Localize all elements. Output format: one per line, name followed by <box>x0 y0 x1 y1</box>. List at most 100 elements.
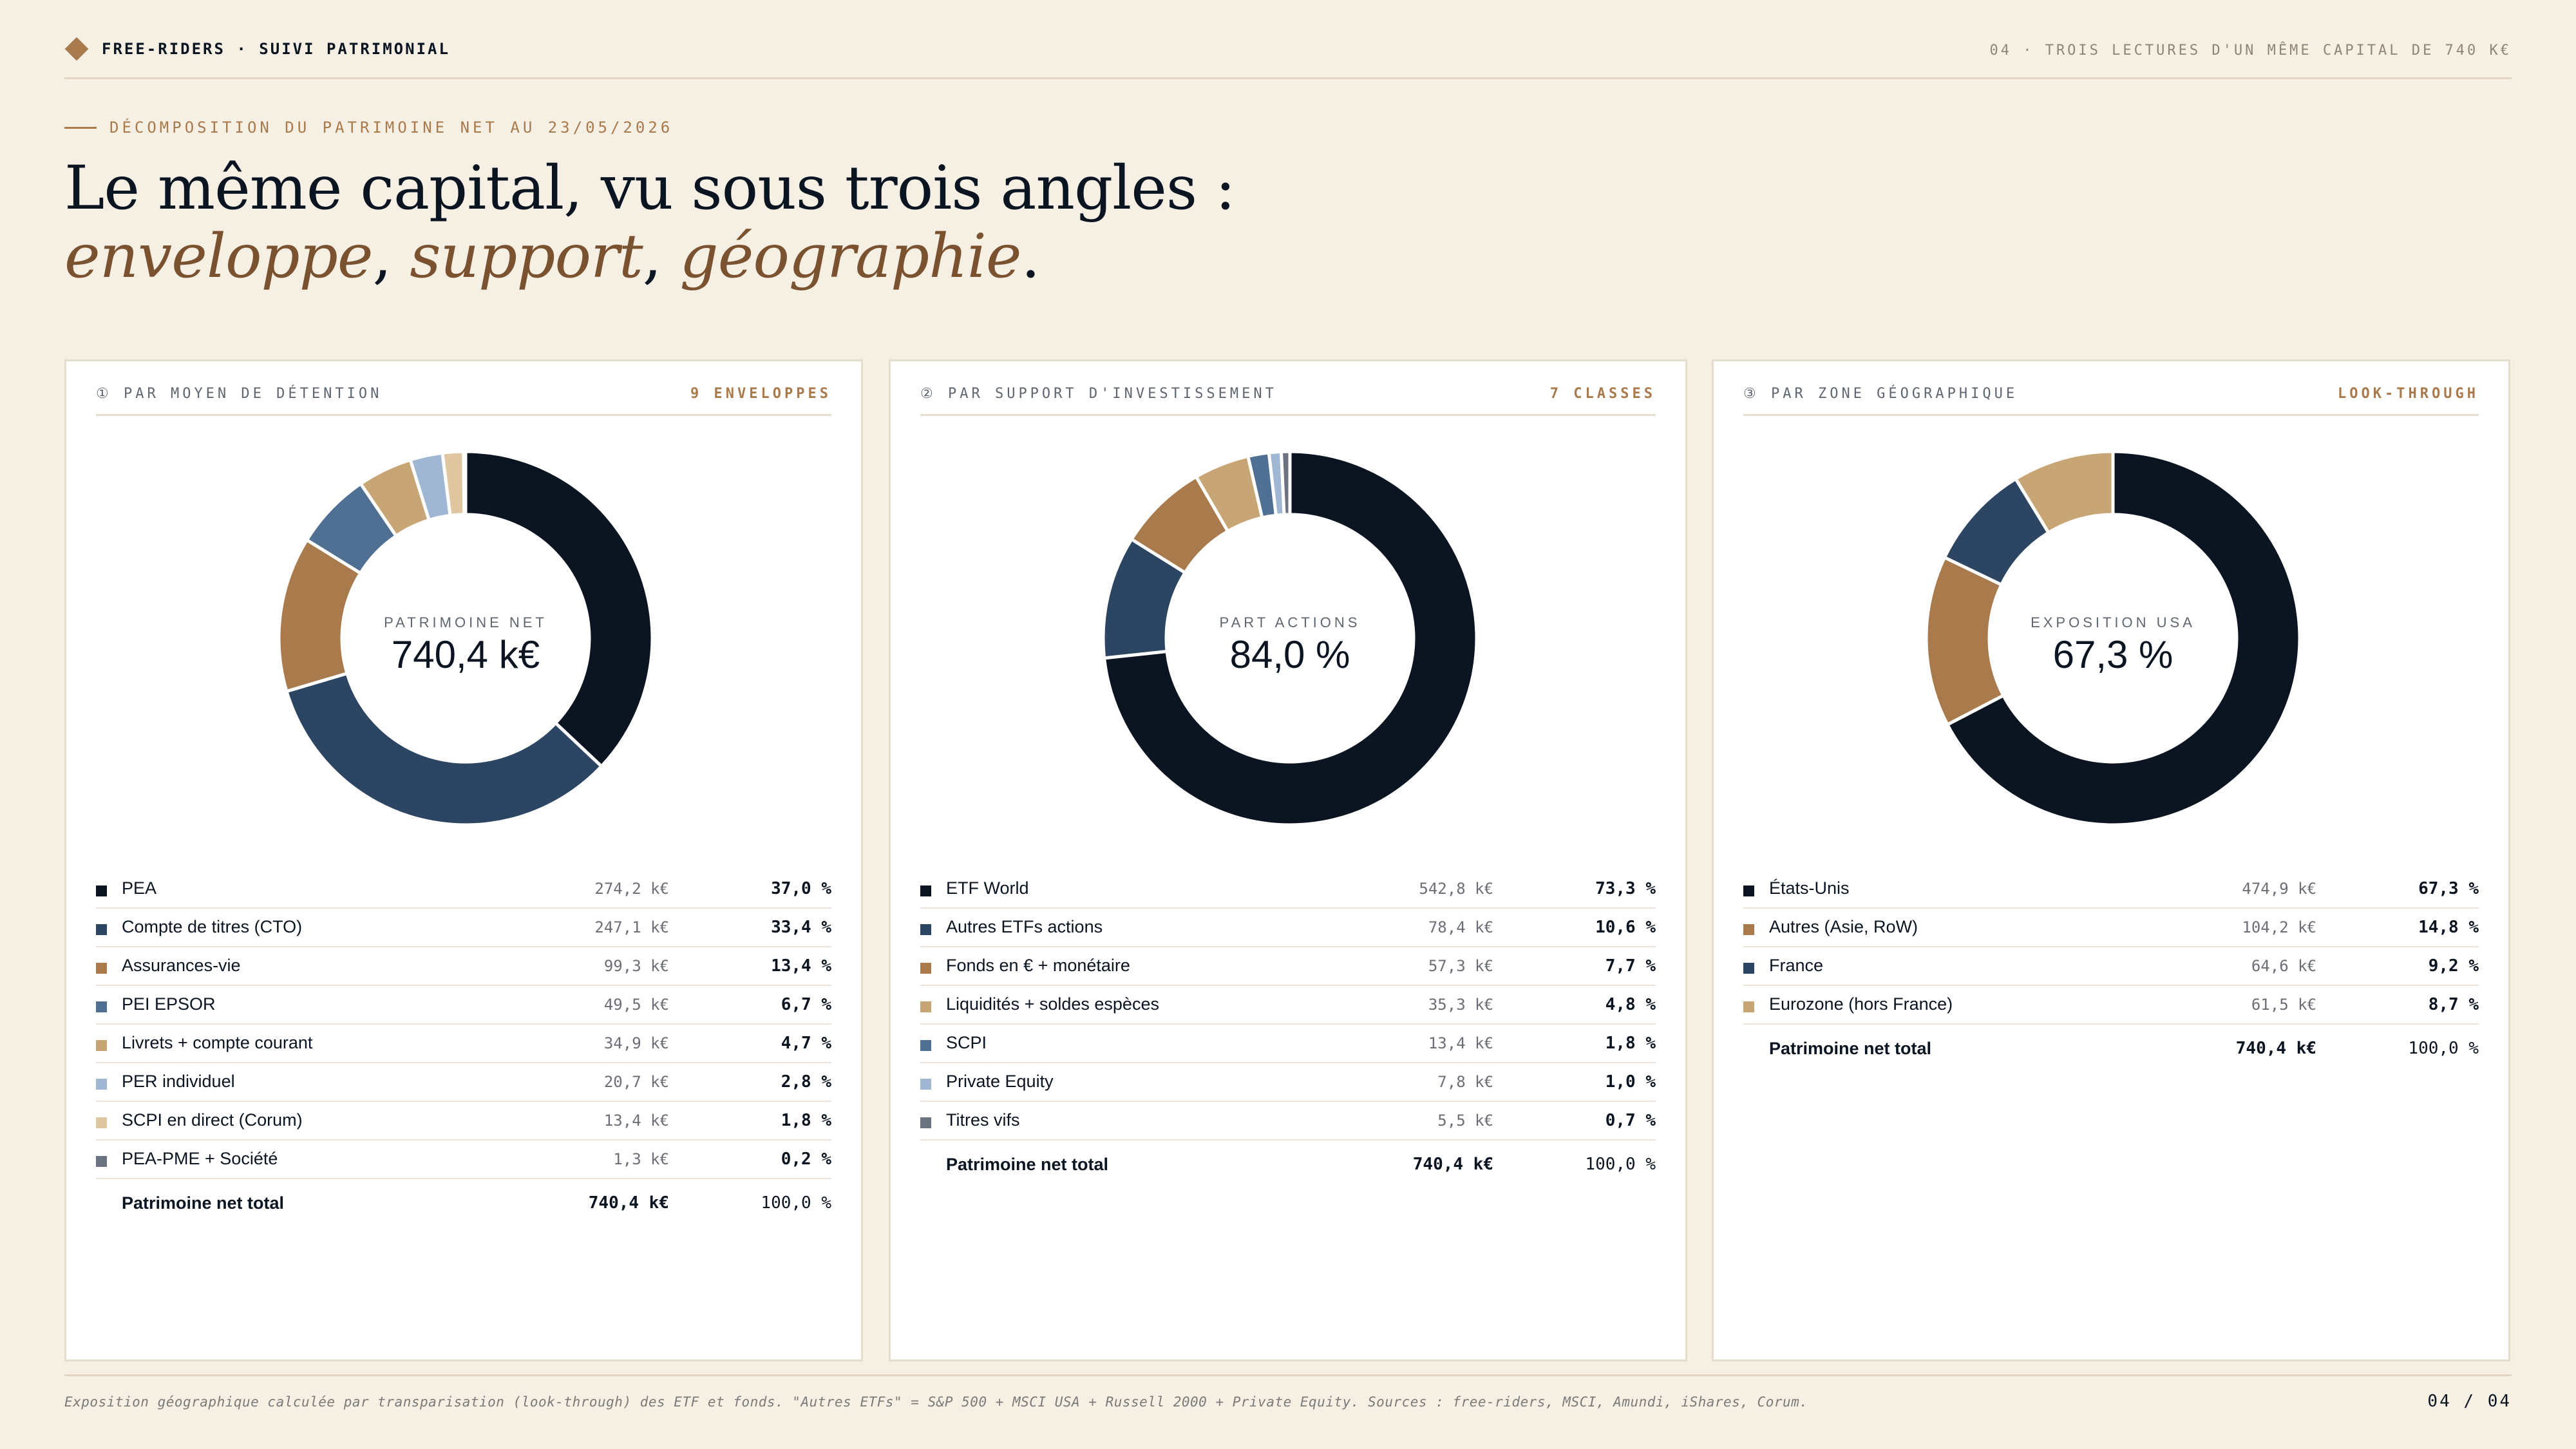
legend-swatch <box>920 886 931 896</box>
legend-label: Eurozone (hors France) <box>1769 994 1953 1014</box>
total-percent: 100,0 % <box>2408 1039 2479 1058</box>
legend-value: 274,2 k€ <box>594 880 669 898</box>
legend-label: Private Equity <box>946 1072 1054 1091</box>
legend-value: 78,4 k€ <box>1428 918 1493 936</box>
section-label-text: DÉCOMPOSITION DU PATRIMOINE NET AU 23/05… <box>109 118 674 137</box>
panel-header: ③ PAR ZONE GÉOGRAPHIQUE LOOK-THROUGH <box>1743 386 2479 416</box>
legend-label: Assurances-vie <box>122 956 241 975</box>
legend-value: 64,6 k€ <box>2251 957 2316 975</box>
total-percent: 100,0 % <box>761 1193 831 1213</box>
donut-center-label: PART ACTIONS <box>1220 614 1361 630</box>
donut-slice <box>1279 450 1292 516</box>
title-sep-1: , <box>372 222 410 292</box>
legend-swatch <box>920 1001 931 1012</box>
title-end: . <box>1021 222 1040 292</box>
legend-label: Compte de titres (CTO) <box>122 917 303 936</box>
total-label: Patrimoine net total <box>1769 1039 1932 1058</box>
legend-swatch <box>920 924 931 935</box>
legend-swatch <box>1743 886 1754 896</box>
legend-row: Eurozone (hors France) 61,5 k€ 8,7 % <box>1743 986 2479 1025</box>
donut-center-label: EXPOSITION USA <box>2031 614 2195 630</box>
panel-geography: ③ PAR ZONE GÉOGRAPHIQUE LOOK-THROUGH EXPOS… <box>1712 359 2510 1361</box>
legend-row: PEA-PME + Société 1,3 k€ 0,2 % <box>96 1141 831 1179</box>
legend-percent: 1,8 % <box>1605 1034 1656 1053</box>
legend-label: Autres (Asie, RoW) <box>1769 917 1918 936</box>
legend-row: ETF World 542,8 k€ 73,3 % <box>920 870 1656 909</box>
legend-swatch <box>1743 963 1754 974</box>
legend-total-row: Patrimoine net total 740,4 k€ 100,0 % <box>1743 1025 2479 1067</box>
legend-percent: 14,8 % <box>2418 918 2479 937</box>
donut-slice <box>1924 555 2006 727</box>
legend-percent: 33,4 % <box>771 918 831 937</box>
page-number: 04 / 04 <box>2427 1392 2512 1411</box>
donut-center-value: 84,0 % <box>1230 633 1350 676</box>
legend-value: 49,5 k€ <box>603 996 669 1014</box>
title-line-1: Le même capital, vu sous trois angles : <box>64 153 1236 223</box>
legend-label: SCPI en direct (Corum) <box>122 1110 303 1130</box>
footer: Exposition géographique calculée par tra… <box>64 1374 2512 1411</box>
legend-row: Autres (Asie, RoW) 104,2 k€ 14,8 % <box>1743 909 2479 947</box>
legend-percent: 37,0 % <box>771 879 831 898</box>
donut-slice <box>284 671 604 827</box>
legend-row: SCPI en direct (Corum) 13,4 k€ 1,8 % <box>96 1102 831 1141</box>
donut-slice <box>1102 450 1479 827</box>
legend-row: Livrets + compte courant 34,9 k€ 4,7 % <box>96 1025 831 1063</box>
panel-count: 7 CLASSES <box>1549 386 1656 402</box>
total-value: 740,4 k€ <box>2235 1039 2316 1058</box>
donut-center-label: PATRIMOINE NET <box>384 614 547 630</box>
legend-swatch <box>96 924 107 935</box>
panel-asset-class: ② PAR SUPPORT D'INVESTISSEMENT 7 CLASSES P… <box>889 359 1687 1361</box>
legend-swatch <box>96 1117 107 1128</box>
total-percent: 100,0 % <box>1585 1155 1656 1174</box>
legend-swatch <box>920 1117 931 1128</box>
legend-row: Fonds en € + monétaire 57,3 k€ 7,7 % <box>920 947 1656 986</box>
footnote: Exposition géographique calculée par tra… <box>64 1394 1808 1410</box>
legend-value: 7,8 k€ <box>1437 1073 1493 1091</box>
legend-swatch <box>1743 1001 1754 1012</box>
legend-row: Private Equity 7,8 k€ 1,0 % <box>920 1063 1656 1102</box>
panel-count: LOOK-THROUGH <box>2338 386 2479 402</box>
panel-title: ③ PAR ZONE GÉOGRAPHIQUE <box>1743 386 2018 402</box>
legend-value: 57,3 k€ <box>1428 957 1493 975</box>
legend-percent: 6,7 % <box>781 995 831 1014</box>
legend-value: 34,9 k€ <box>603 1034 669 1052</box>
donut-slice <box>462 450 468 516</box>
title-sep-2: , <box>642 222 680 292</box>
total-label: Patrimoine net total <box>122 1193 285 1213</box>
legend-row: Compte de titres (CTO) 247,1 k€ 33,4 % <box>96 909 831 947</box>
donut-center-value: 740,4 k€ <box>392 633 540 676</box>
legend-percent: 73,3 % <box>1595 879 1656 898</box>
total-value: 740,4 k€ <box>588 1193 669 1213</box>
diamond-logo-icon <box>64 37 89 61</box>
legend-swatch <box>920 963 931 974</box>
legend-row: États-Unis 474,9 k€ 67,3 % <box>1743 870 2479 909</box>
legend-value: 247,1 k€ <box>594 918 669 936</box>
legend-label: États-Unis <box>1769 878 1850 898</box>
legend-row: PER individuel 20,7 k€ 2,8 % <box>96 1063 831 1102</box>
legend-value: 35,3 k€ <box>1428 996 1493 1014</box>
legend-swatch <box>96 963 107 974</box>
panel-holding-type: ① PAR MOYEN DE DÉTENTION 9 ENVELOPPES PATR… <box>64 359 863 1361</box>
legend-row: France 64,6 k€ 9,2 % <box>1743 947 2479 986</box>
legend-table: États-Unis 474,9 k€ 67,3 % Autres (Asie, Ro… <box>1743 870 2479 1067</box>
panel-title: ② PAR SUPPORT D'INVESTISSEMENT <box>920 386 1277 402</box>
legend-swatch <box>96 1001 107 1012</box>
legend-table: ETF World 542,8 k€ 73,3 % Autres ETFs actio… <box>920 870 1656 1183</box>
legend-value: 542,8 k€ <box>1419 880 1493 898</box>
legend-percent: 10,6 % <box>1595 918 1656 937</box>
donut-chart: PATRIMOINE NET 740,4 k€ <box>277 450 654 827</box>
title-word-support: support <box>410 222 643 292</box>
legend-row: SCPI 13,4 k€ 1,8 % <box>920 1025 1656 1063</box>
section-label: DÉCOMPOSITION DU PATRIMOINE NET AU 23/05… <box>64 118 673 137</box>
legend-label: Fonds en € + monétaire <box>946 956 1130 975</box>
legend-label: Titres vifs <box>946 1110 1020 1130</box>
legend-value: 474,9 k€ <box>2242 880 2316 898</box>
legend-label: PEA <box>122 878 157 898</box>
legend-label: Livrets + compte courant <box>122 1033 313 1052</box>
panel-header: ② PAR SUPPORT D'INVESTISSEMENT 7 CLASSES <box>920 386 1656 416</box>
legend-row: Autres ETFs actions 78,4 k€ 10,6 % <box>920 909 1656 947</box>
donut-slice <box>2013 450 2115 535</box>
legend-row: Assurances-vie 99,3 k€ 13,4 % <box>96 947 831 986</box>
legend-label: France <box>1769 956 1824 975</box>
section-rule <box>64 126 97 129</box>
